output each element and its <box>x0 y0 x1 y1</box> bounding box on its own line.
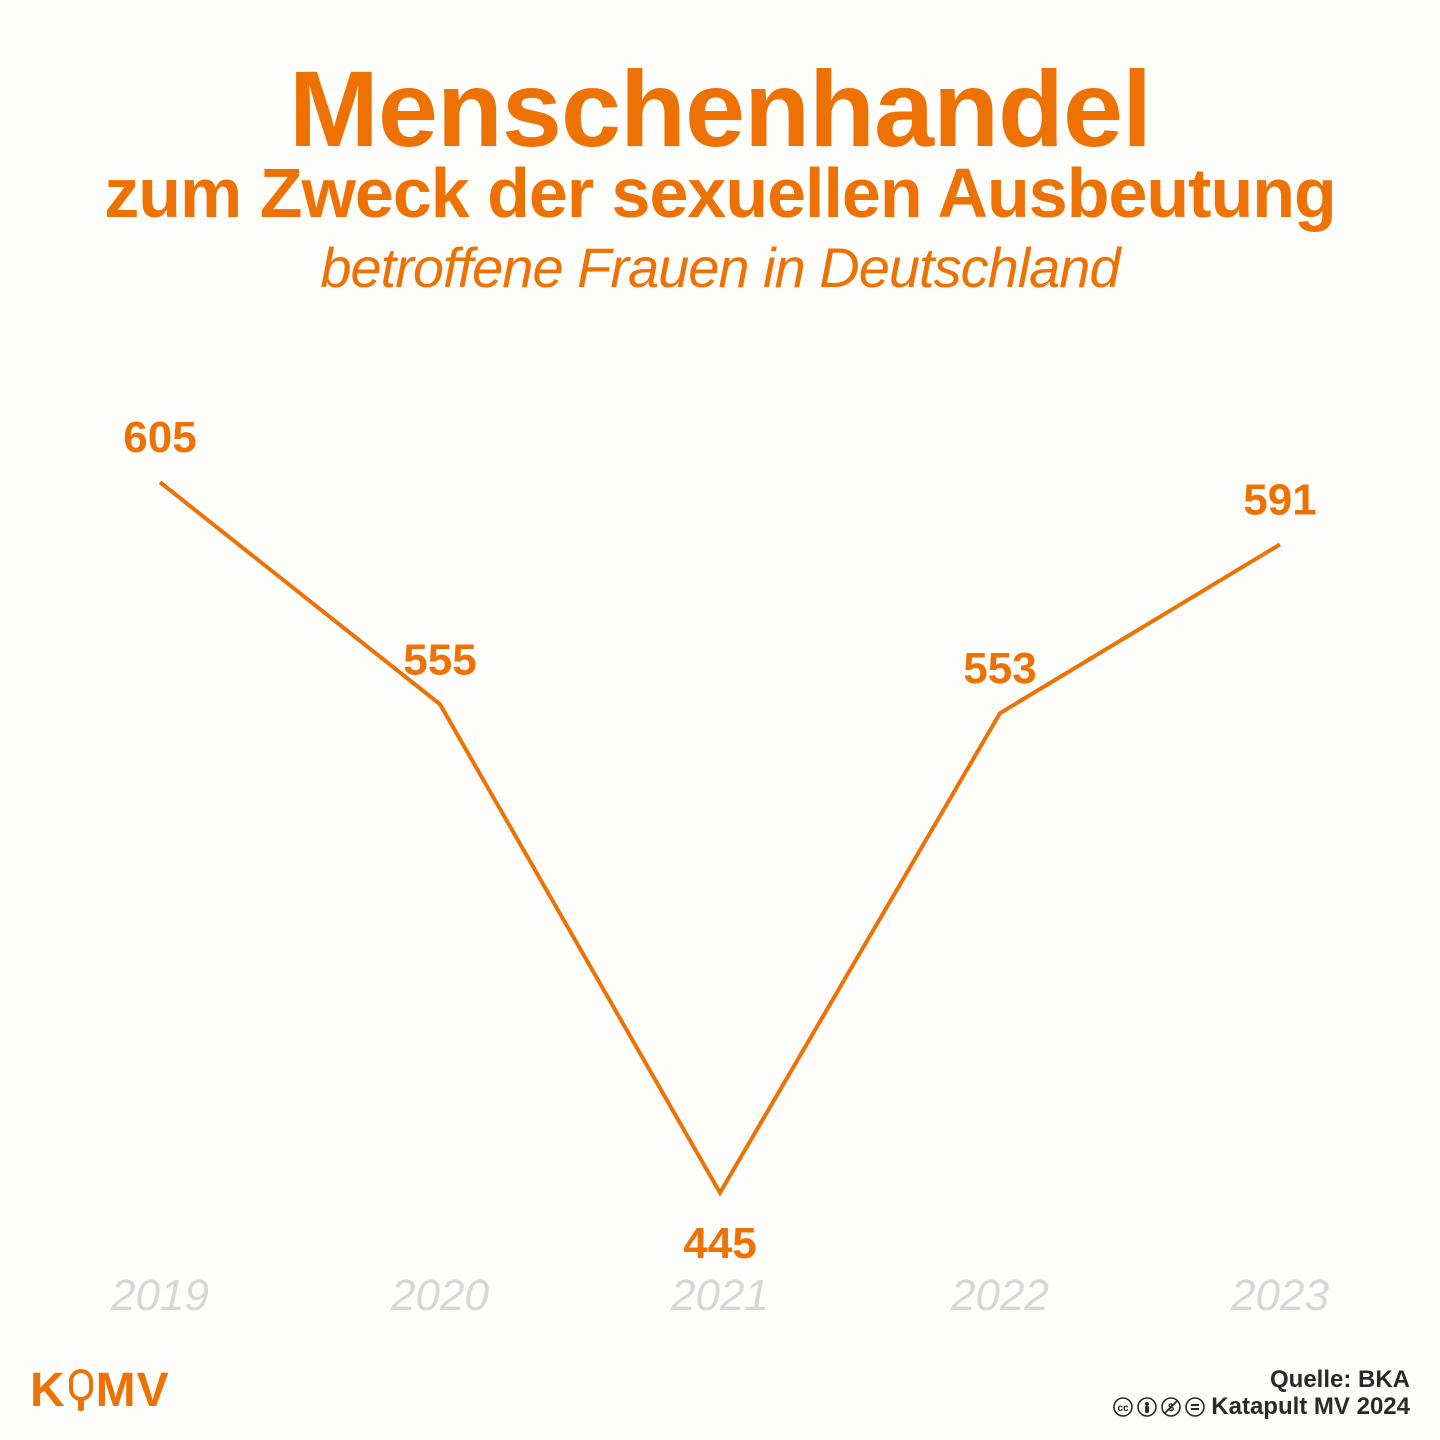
brand-logo: K MV <box>30 1363 170 1418</box>
value-label: 555 <box>403 635 476 684</box>
nd-icon <box>1185 1397 1205 1417</box>
logo-text-left: K <box>30 1363 66 1418</box>
by-icon <box>1137 1397 1157 1417</box>
category-label: 2019 <box>110 1271 209 1320</box>
value-label: 591 <box>1243 475 1316 524</box>
source-line-2: Katapult MV 2024 <box>1211 1393 1410 1420</box>
popsicle-icon <box>68 1369 94 1413</box>
value-label: 445 <box>683 1219 756 1268</box>
category-label: 2021 <box>670 1271 769 1320</box>
cc-icon: cc <box>1113 1397 1133 1417</box>
footer: K MV Quelle: BKA cc $ Katapult MV 2024 <box>0 1350 1440 1440</box>
source-line-1: Quelle: BKA <box>1113 1367 1410 1393</box>
svg-text:cc: cc <box>1117 1403 1129 1414</box>
value-label: 553 <box>963 644 1036 693</box>
cc-icons: cc $ <box>1113 1397 1205 1417</box>
category-label: 2022 <box>950 1271 1049 1320</box>
nc-icon: $ <box>1161 1397 1181 1417</box>
category-label: 2023 <box>1230 1271 1329 1320</box>
category-label: 2020 <box>390 1271 489 1320</box>
value-label: 605 <box>123 413 196 462</box>
logo-text-right: MV <box>96 1363 170 1418</box>
line-chart: 605 555 445 553 591 2019 2020 2021 2022 2023 <box>0 0 1440 1440</box>
credit-block: Quelle: BKA cc $ Katapult MV 2024 <box>1113 1367 1410 1420</box>
page: Menschenhandel zum Zweck der sexuellen A… <box>0 0 1440 1440</box>
source-line-2-row: cc $ Katapult MV 2024 <box>1113 1394 1410 1420</box>
chart-line <box>160 482 1280 1193</box>
